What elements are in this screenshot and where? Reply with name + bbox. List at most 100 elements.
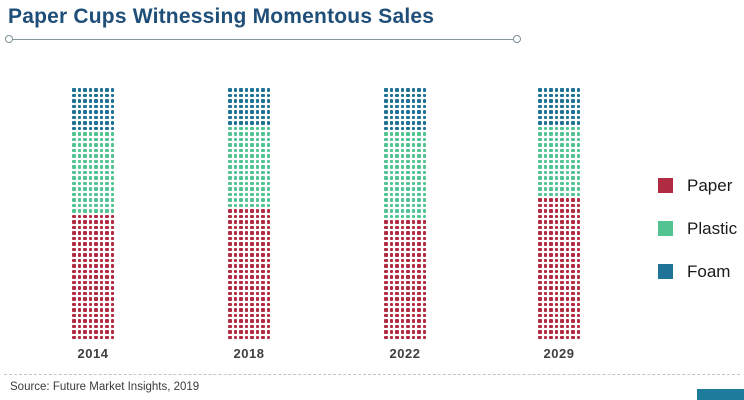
plastic-dot	[400, 132, 404, 136]
paper-dot	[83, 253, 87, 257]
paper-dot	[239, 247, 243, 251]
plastic-dot	[250, 198, 254, 202]
foam-dot	[571, 99, 575, 103]
dot-row	[538, 264, 580, 268]
paper-dot	[266, 269, 270, 273]
dot-row	[72, 203, 114, 207]
foam-dot	[389, 115, 393, 119]
dot-row	[72, 170, 114, 174]
paper-dot	[571, 242, 575, 246]
plastic-dot	[411, 165, 415, 169]
dot-row	[538, 203, 580, 207]
paper-dot	[422, 247, 426, 251]
plastic-dot	[88, 154, 92, 158]
plastic-dot	[77, 137, 81, 141]
paper-dot	[571, 302, 575, 306]
dot-row	[228, 236, 270, 240]
plastic-dot	[77, 203, 81, 207]
plastic-dot	[94, 198, 98, 202]
paper-dot	[422, 319, 426, 323]
paper-dot	[239, 330, 243, 334]
paper-dot	[560, 324, 564, 328]
foam-dot	[88, 88, 92, 92]
paper-dot	[400, 253, 404, 257]
paper-dot	[77, 242, 81, 246]
dot-row	[72, 247, 114, 251]
paper-dot	[83, 291, 87, 295]
foam-dot	[384, 126, 388, 130]
foam-dot	[266, 104, 270, 108]
paper-dot	[549, 236, 553, 240]
paper-dot	[110, 253, 114, 257]
plastic-dot	[406, 159, 410, 163]
paper-dot	[105, 264, 109, 268]
plastic-dot	[261, 181, 265, 185]
dot-row	[72, 209, 114, 213]
plastic-dot	[576, 126, 580, 130]
paper-dot	[549, 253, 553, 257]
foam-dot	[389, 126, 393, 130]
foam-dot	[88, 121, 92, 125]
plastic-dot	[99, 187, 103, 191]
foam-dot	[94, 93, 98, 97]
paper-dot	[389, 242, 393, 246]
plastic-dot	[549, 154, 553, 158]
paper-dot	[543, 302, 547, 306]
foam-dot	[83, 99, 87, 103]
paper-dot	[72, 253, 76, 257]
dot-row	[384, 170, 426, 174]
dot-row	[72, 269, 114, 273]
paper-dot	[72, 214, 76, 218]
paper-dot	[105, 313, 109, 317]
paper-dot	[538, 236, 542, 240]
paper-dot	[77, 291, 81, 295]
paper-dot	[417, 242, 421, 246]
plastic-dot	[228, 165, 232, 169]
plastic-dot	[105, 176, 109, 180]
plastic-dot	[417, 154, 421, 158]
paper-dot	[538, 308, 542, 312]
paper-dot	[549, 264, 553, 268]
paper-dot	[105, 335, 109, 339]
plastic-dot	[549, 187, 553, 191]
paper-dot	[88, 335, 92, 339]
dot-row	[538, 225, 580, 229]
paper-dot	[543, 319, 547, 323]
paper-dot	[538, 242, 542, 246]
foam-dot	[88, 93, 92, 97]
dot-row	[228, 302, 270, 306]
paper-dot	[105, 214, 109, 218]
paper-dot	[422, 324, 426, 328]
foam-dot	[72, 126, 76, 130]
plastic-dot	[560, 192, 564, 196]
plastic-dot	[99, 132, 103, 136]
plastic-dot	[233, 170, 237, 174]
paper-dot	[417, 258, 421, 262]
paper-dot	[565, 269, 569, 273]
plastic-dot	[244, 137, 248, 141]
dot-row	[538, 88, 580, 92]
dot-row	[538, 132, 580, 136]
plastic-dot	[411, 137, 415, 141]
dot-row	[228, 269, 270, 273]
paper-dot	[565, 203, 569, 207]
paper-dot	[560, 330, 564, 334]
paper-dot	[571, 209, 575, 213]
dot-stack	[538, 88, 580, 339]
dot-row	[228, 264, 270, 268]
foam-dot	[228, 121, 232, 125]
paper-dot	[250, 275, 254, 279]
foam-dot	[250, 93, 254, 97]
plastic-dot	[72, 143, 76, 147]
paper-dot	[255, 330, 259, 334]
plastic-dot	[549, 159, 553, 163]
paper-dot	[83, 335, 87, 339]
plastic-dot	[406, 203, 410, 207]
paper-dot	[400, 330, 404, 334]
plastic-dot	[239, 170, 243, 174]
plastic-dot	[83, 148, 87, 152]
paper-dot	[422, 308, 426, 312]
paper-dot	[228, 247, 232, 251]
plastic-dot	[543, 170, 547, 174]
plastic-dot	[411, 192, 415, 196]
